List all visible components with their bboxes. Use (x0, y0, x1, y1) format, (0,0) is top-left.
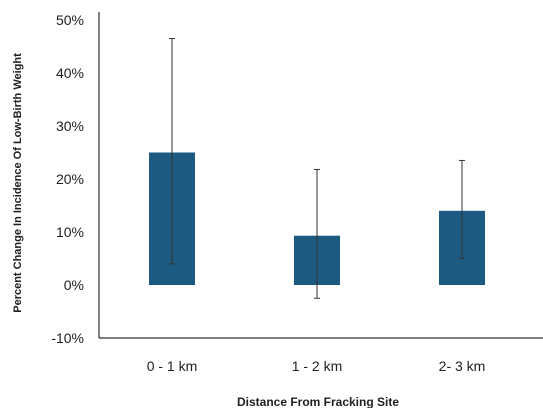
x-tick-label: 1 - 2 km (292, 358, 343, 374)
error-bar (314, 168, 320, 299)
y-axis-label: Percent Change In Incidence Of Low-Birth… (12, 53, 24, 313)
x-axis-label: Distance From Fracking Site (237, 395, 399, 408)
error-bar (169, 38, 175, 265)
x-tick-label: 2- 3 km (439, 358, 486, 374)
x-tick-labels: 0 - 1 km 1 - 2 km 2- 3 km (147, 358, 486, 374)
x-tick-label: 0 - 1 km (147, 358, 198, 374)
y-tick-label: 30% (56, 118, 84, 134)
y-tick-label: -10% (51, 330, 84, 346)
y-tick-label: 0% (64, 277, 84, 293)
y-tick-label: 20% (56, 171, 84, 187)
error-bar (459, 159, 465, 259)
y-tick-label: 10% (56, 224, 84, 240)
error-bars-layer (169, 38, 465, 299)
y-tick-label: 40% (56, 65, 84, 81)
y-tick-label: 50% (56, 12, 84, 28)
y-tick-labels: 50% 40% 30% 20% 10% 0% -10% (51, 12, 84, 346)
